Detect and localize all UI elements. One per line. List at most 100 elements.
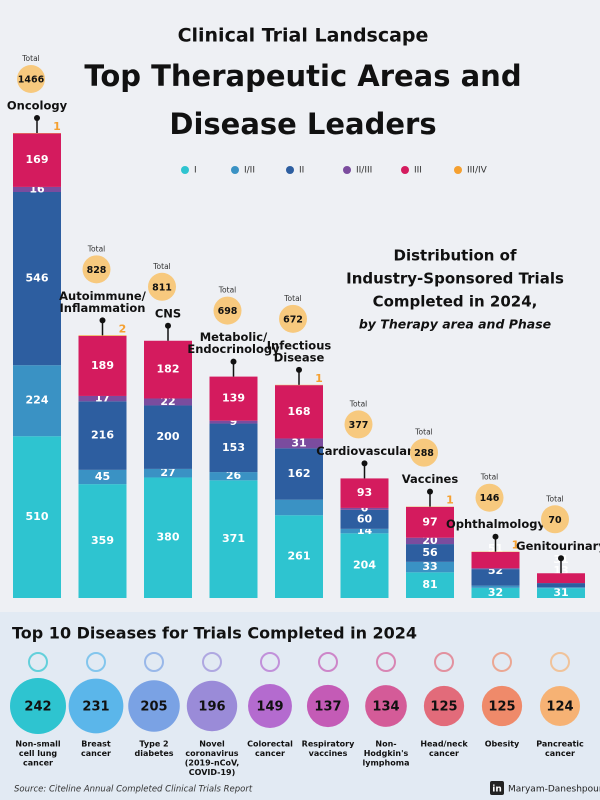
value-label: 359	[91, 534, 114, 547]
bar-segment	[144, 398, 192, 406]
bar-segment	[340, 507, 389, 510]
bar-segment	[78, 469, 127, 485]
disease-bubble	[128, 680, 180, 732]
total-value: 377	[349, 420, 369, 431]
subtitle: Industry-Sponsored Trials	[346, 270, 564, 288]
pin-dot	[165, 322, 171, 329]
bar-segment	[406, 544, 454, 562]
legend-dot	[181, 166, 189, 174]
total-caption: Total	[414, 428, 433, 437]
value-label: 182	[157, 363, 180, 376]
bar-segment	[471, 552, 520, 569]
pin-dot	[230, 358, 237, 365]
section-title: Top 10 Diseases for Trials Completed in …	[12, 624, 417, 643]
subtitle-italic: by Therapy area and Phase	[359, 317, 551, 332]
disease-bubble	[10, 678, 66, 734]
total-value: 70	[548, 515, 562, 526]
total-caption: Total	[21, 54, 40, 63]
value-label: 153	[222, 441, 245, 454]
category-label: Disease	[274, 350, 325, 364]
legend-dot	[231, 166, 239, 174]
bar-segment	[471, 587, 520, 598]
disease-label: Head/neck	[420, 740, 468, 749]
disease-value: 134	[372, 700, 399, 715]
bar-segment	[275, 448, 323, 500]
legend-label: II	[299, 166, 304, 176]
category-label: Vaccines	[402, 472, 459, 486]
category-label: Metabolic/	[200, 330, 268, 344]
icon-placeholder	[202, 652, 222, 672]
disease-label: cell lung	[19, 749, 58, 758]
disease-label: Non-small	[15, 740, 60, 749]
legend-label: III	[414, 166, 422, 176]
bar-segment	[406, 561, 454, 573]
disease-label: Pancreatic	[536, 740, 584, 749]
pin-dot	[296, 366, 302, 373]
icon-placeholder	[260, 652, 280, 672]
disease-bubble	[481, 685, 523, 727]
pin-dot	[558, 555, 564, 562]
bar-segment	[275, 499, 323, 516]
bar-segment	[13, 133, 61, 187]
value-label: 60	[357, 512, 373, 525]
total-value: 288	[414, 448, 434, 459]
bar-segment	[78, 335, 127, 337]
total-badge	[213, 296, 242, 325]
bar-segment	[275, 515, 323, 598]
category-label: Genitourinary	[516, 539, 600, 553]
legend-dot	[454, 166, 462, 174]
disease-bubble	[423, 685, 465, 727]
disease-label: cancer	[429, 749, 459, 758]
value-label: 216	[91, 429, 114, 442]
disease-value: 137	[314, 700, 341, 715]
total-value: 146	[480, 493, 500, 504]
value-label: 45	[95, 470, 110, 483]
value-label: 380	[157, 531, 180, 544]
disease-value: 196	[198, 700, 225, 715]
total-badge	[148, 272, 176, 301]
disease-label: Type 2	[139, 740, 168, 749]
bar-segment	[406, 537, 454, 545]
bar-segment	[209, 423, 258, 473]
bar-segment	[537, 573, 585, 584]
icon-placeholder	[550, 652, 570, 672]
disease-label: Novel	[199, 740, 225, 749]
bar-segment	[537, 583, 585, 588]
disease-label: Obesity	[485, 740, 520, 749]
legend-label: II/III	[356, 166, 372, 176]
value-label: 97	[422, 515, 437, 528]
pin-dot	[34, 115, 40, 121]
total-value: 698	[218, 306, 238, 317]
legend-label: I/II	[244, 166, 255, 176]
disease-value: 125	[488, 700, 515, 715]
bar-segment	[144, 340, 192, 399]
total-value: 828	[87, 265, 107, 276]
category-label: CNS	[155, 306, 181, 320]
value-label: 546	[26, 272, 49, 285]
disease-label: coronavirus	[185, 749, 238, 758]
bar-segment	[471, 569, 520, 586]
bar-segment	[340, 478, 389, 508]
disease-label: Colorectal	[247, 740, 293, 749]
disease-bubble	[186, 680, 238, 732]
bar-segment	[144, 477, 192, 598]
total-caption: Total	[480, 473, 499, 482]
category-label: Autoimmune/	[59, 289, 147, 303]
total-badge	[410, 438, 438, 467]
value-label: 32	[488, 586, 503, 599]
disease-bubble	[539, 685, 581, 727]
category-label: Inflammation	[59, 301, 145, 315]
value-label: 26	[226, 469, 242, 482]
value-label: 162	[288, 467, 311, 480]
category-label: Cardiovascular	[316, 444, 413, 458]
value-label: 1	[315, 372, 323, 385]
value-label: 189	[91, 359, 114, 372]
category-label: Ophthalmology	[446, 517, 546, 531]
bar-segment	[537, 587, 585, 589]
pin-dot	[492, 533, 499, 540]
value-label: 31	[553, 586, 568, 599]
disease-label: (2019-nCoV,	[185, 759, 240, 768]
bar-segment	[13, 186, 61, 192]
value-label: 1	[446, 494, 454, 507]
disease-label: Non-	[375, 740, 396, 749]
